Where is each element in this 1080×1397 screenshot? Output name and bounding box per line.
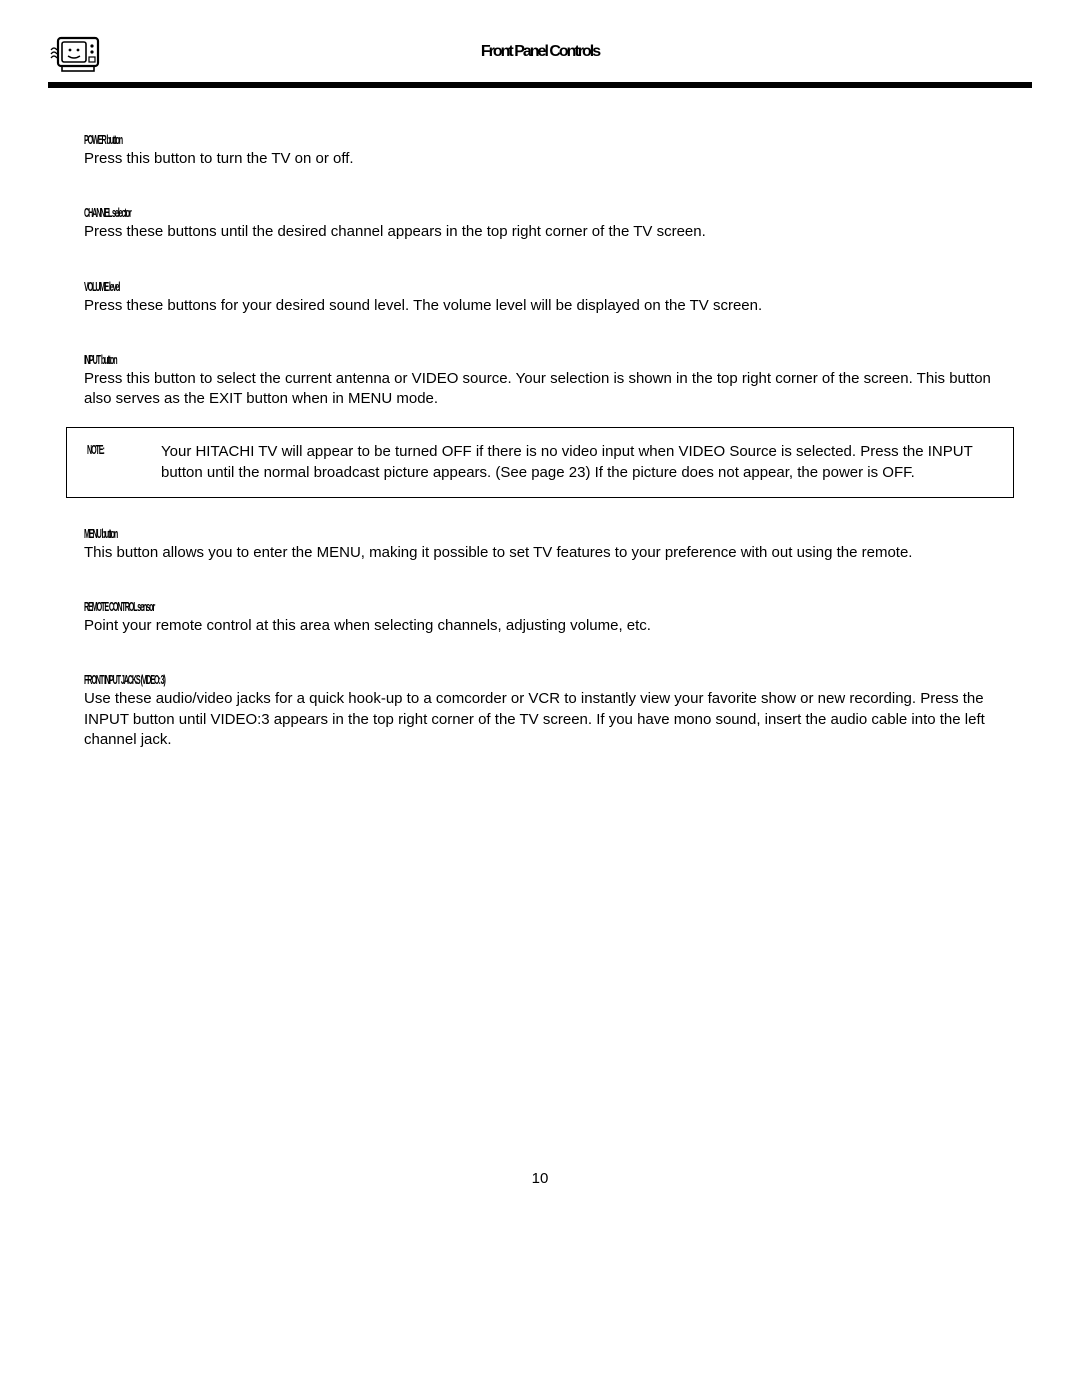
body-channel: Press these buttons until the desired ch… xyxy=(84,222,996,242)
heading-input: INPUT button xyxy=(84,352,586,367)
section-input: INPUT button Press this button to select… xyxy=(84,352,996,410)
section-channel: CHANNEL selector Press these buttons unt… xyxy=(84,205,996,242)
body-input: Press this button to select the current … xyxy=(84,369,996,410)
note-text: Your HITACHI TV will appear to be turned… xyxy=(161,442,993,483)
section-volume: VOLUME level Press these buttons for you… xyxy=(84,279,996,316)
section-menu: MENU button This button allows you to en… xyxy=(84,526,996,563)
tv-icon xyxy=(48,30,104,74)
page-number: 10 xyxy=(532,1170,549,1187)
content: POWER button Press this button to turn t… xyxy=(48,132,1032,750)
heading-power: POWER button xyxy=(84,132,586,147)
header-row: Front Panel Controls xyxy=(48,30,1032,74)
section-power: POWER button Press this button to turn t… xyxy=(84,132,996,169)
body-front-input: Use these audio/video jacks for a quick … xyxy=(84,689,996,750)
page-header-title: Front Panel Controls xyxy=(481,43,599,61)
body-volume: Press these buttons for your desired sou… xyxy=(84,296,996,316)
heading-volume: VOLUME level xyxy=(84,279,586,294)
heading-remote-sensor: REMOTE CONTROL sensor xyxy=(84,599,586,614)
header-rule xyxy=(48,82,1032,88)
body-remote-sensor: Point your remote control at this area w… xyxy=(84,616,996,636)
body-power: Press this button to turn the TV on or o… xyxy=(84,149,996,169)
section-front-input: FRONT INPUT JACKS (VIDEO: 3) Use these a… xyxy=(84,672,996,750)
heading-front-input: FRONT INPUT JACKS (VIDEO: 3) xyxy=(84,672,586,687)
body-menu: This button allows you to enter the MENU… xyxy=(84,543,996,563)
note-box: NOTE: Your HITACHI TV will appear to be … xyxy=(66,427,1014,498)
heading-menu: MENU button xyxy=(84,526,586,541)
heading-channel: CHANNEL selector xyxy=(84,205,586,220)
note-label: NOTE: xyxy=(87,442,107,483)
section-remote-sensor: REMOTE CONTROL sensor Point your remote … xyxy=(84,599,996,636)
page: Front Panel Controls POWER button Press … xyxy=(0,0,1080,750)
